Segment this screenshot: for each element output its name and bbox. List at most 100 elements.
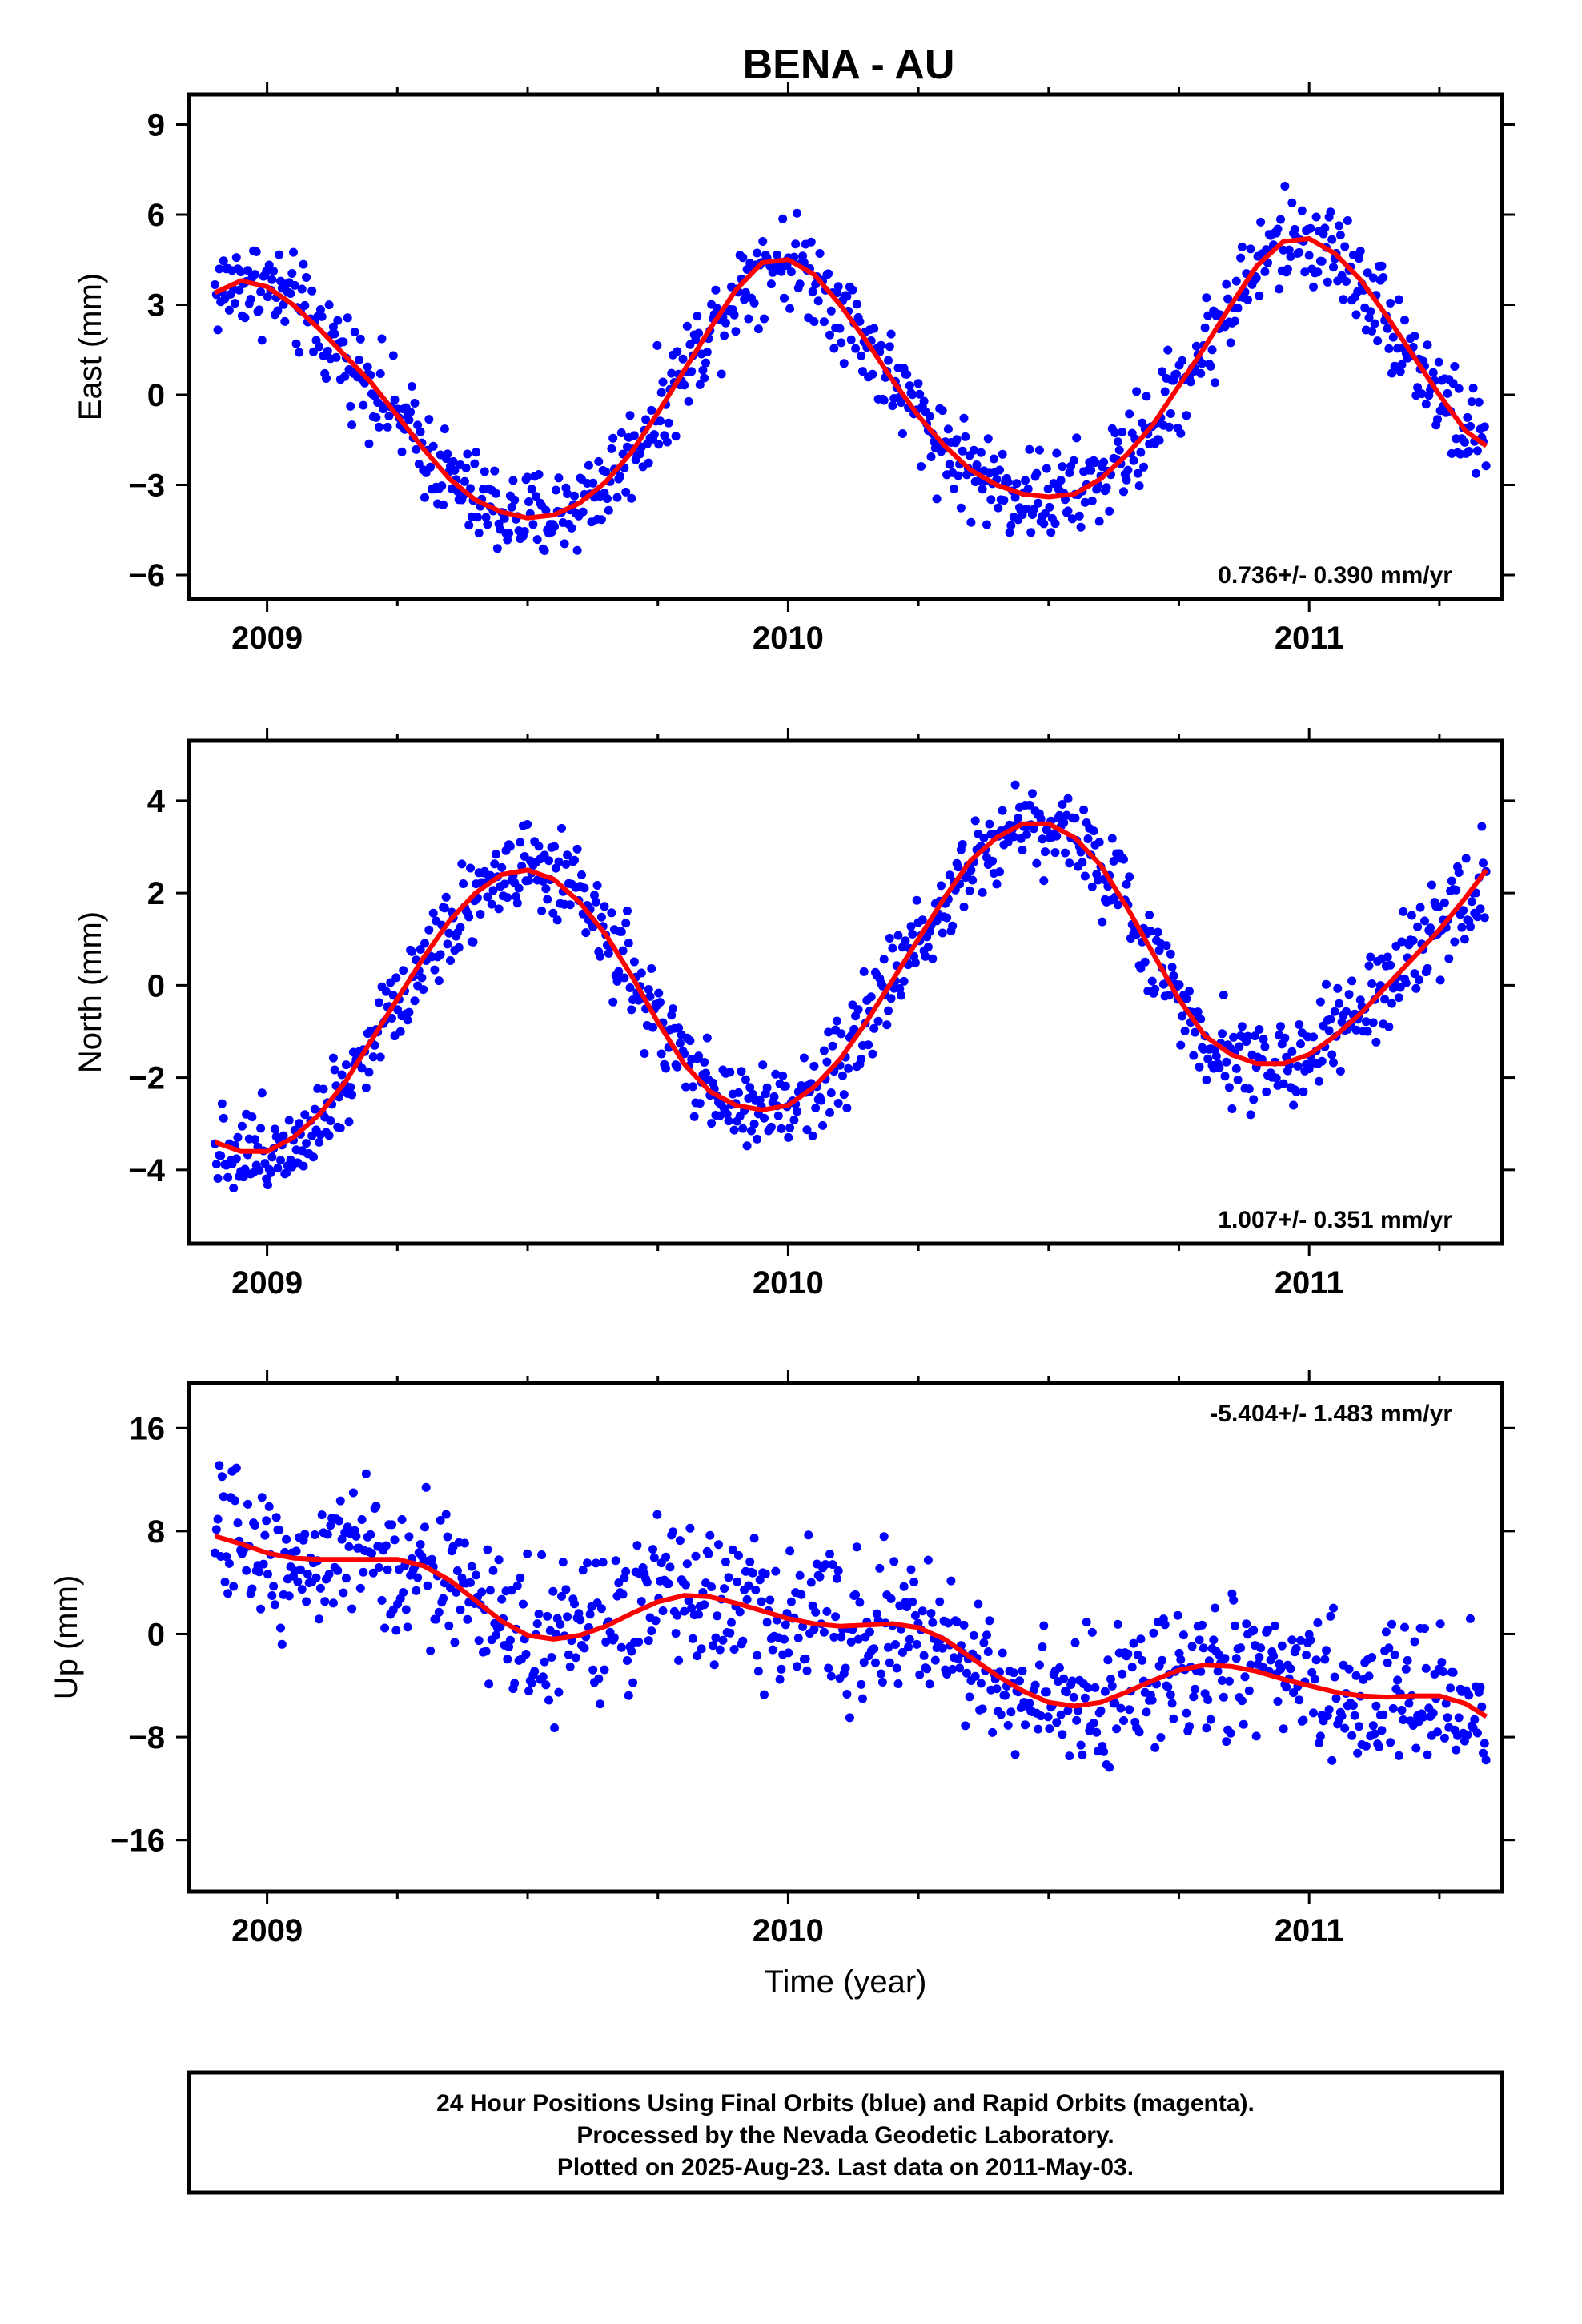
- data-point: [1448, 379, 1458, 388]
- data-point: [1373, 336, 1383, 346]
- data-point: [1450, 937, 1460, 947]
- data-point: [1317, 1056, 1327, 1066]
- data-point: [1395, 367, 1405, 376]
- data-point: [1367, 979, 1377, 988]
- rate-label: -5.404+/- 1.483 mm/yr: [1210, 1401, 1452, 1427]
- data-point: [284, 1591, 294, 1601]
- data-point: [1434, 357, 1443, 367]
- data-point: [1036, 1711, 1046, 1721]
- data-point: [1089, 826, 1098, 836]
- data-point: [426, 1646, 436, 1655]
- data-point: [656, 388, 666, 397]
- data-point: [1454, 1713, 1464, 1723]
- data-point: [1046, 528, 1056, 537]
- data-point: [1387, 368, 1396, 378]
- y-tick-label: 0: [147, 968, 165, 1003]
- data-point: [1367, 326, 1377, 336]
- data-point: [1174, 980, 1184, 990]
- data-point: [1335, 231, 1345, 240]
- data-point: [1309, 1032, 1318, 1042]
- data-point: [1167, 963, 1177, 972]
- data-point: [420, 939, 429, 948]
- data-point: [886, 1594, 896, 1603]
- data-point: [1452, 885, 1461, 895]
- data-point: [1021, 1720, 1030, 1730]
- data-point: [684, 396, 693, 406]
- data-point: [504, 529, 514, 538]
- data-point: [1125, 409, 1134, 419]
- data-point: [825, 330, 834, 340]
- data-point: [811, 1104, 821, 1112]
- data-point: [700, 1600, 709, 1610]
- data-point: [492, 850, 500, 859]
- data-point: [644, 1636, 653, 1646]
- data-point: [839, 1090, 849, 1100]
- data-point: [260, 1530, 270, 1540]
- data-point: [223, 1589, 233, 1598]
- data-point: [1072, 433, 1082, 443]
- data-point: [895, 984, 905, 993]
- data-point: [571, 1653, 580, 1663]
- data-point: [439, 500, 448, 509]
- data-point: [998, 1648, 1007, 1658]
- data-point: [335, 1496, 345, 1506]
- x-tick-label: 2009: [231, 621, 303, 656]
- data-point: [693, 312, 702, 321]
- data-point: [1185, 1722, 1194, 1731]
- data-point: [1249, 1626, 1259, 1635]
- data-point: [899, 976, 909, 986]
- data-point: [1411, 1743, 1421, 1753]
- data-point: [985, 1616, 994, 1626]
- data-point: [1182, 1708, 1191, 1718]
- data-point: [1347, 976, 1357, 986]
- data-point: [255, 1567, 264, 1577]
- data-point: [760, 314, 769, 324]
- data-point: [1388, 1703, 1398, 1713]
- data-point: [1139, 462, 1148, 472]
- data-point: [1207, 345, 1217, 355]
- data-point: [837, 338, 846, 348]
- data-point: [273, 1164, 283, 1173]
- data-point: [884, 356, 893, 365]
- trend-fit-line: [214, 236, 1488, 521]
- data-point: [1366, 952, 1375, 962]
- data-point: [256, 1604, 266, 1614]
- data-point: [1300, 267, 1310, 277]
- data-point: [1153, 927, 1162, 937]
- data-point: [1413, 383, 1423, 392]
- data-point: [1038, 1642, 1047, 1651]
- data-point: [213, 1514, 223, 1524]
- data-point: [1472, 446, 1482, 456]
- data-point: [828, 1041, 837, 1051]
- data-point: [652, 340, 662, 350]
- data-point: [704, 1549, 713, 1558]
- data-point: [1439, 1733, 1449, 1743]
- data-point: [1156, 1733, 1166, 1742]
- data-point: [968, 875, 978, 885]
- data-point: [328, 1598, 338, 1608]
- data-point: [1243, 1031, 1252, 1041]
- data-point: [290, 280, 299, 290]
- data-point: [1295, 1695, 1304, 1705]
- data-point: [869, 1023, 879, 1033]
- data-point: [375, 369, 385, 378]
- data-point: [1070, 814, 1080, 823]
- data-point: [892, 1663, 901, 1673]
- data-point: [966, 517, 976, 527]
- data-point: [824, 269, 833, 279]
- data-point: [247, 1112, 257, 1122]
- data-point: [793, 208, 801, 218]
- data-point: [1061, 848, 1070, 858]
- data-point: [707, 1582, 717, 1591]
- data-point: [1457, 923, 1467, 932]
- data-point: [387, 1014, 396, 1023]
- data-point: [1187, 1642, 1197, 1651]
- data-point: [1226, 1728, 1235, 1738]
- data-point: [280, 316, 290, 326]
- data-point: [1279, 1724, 1288, 1734]
- data-point: [1399, 907, 1408, 916]
- data-point: [538, 1672, 548, 1682]
- data-point: [250, 1135, 259, 1144]
- data-point: [781, 1081, 790, 1091]
- data-point: [1472, 912, 1482, 922]
